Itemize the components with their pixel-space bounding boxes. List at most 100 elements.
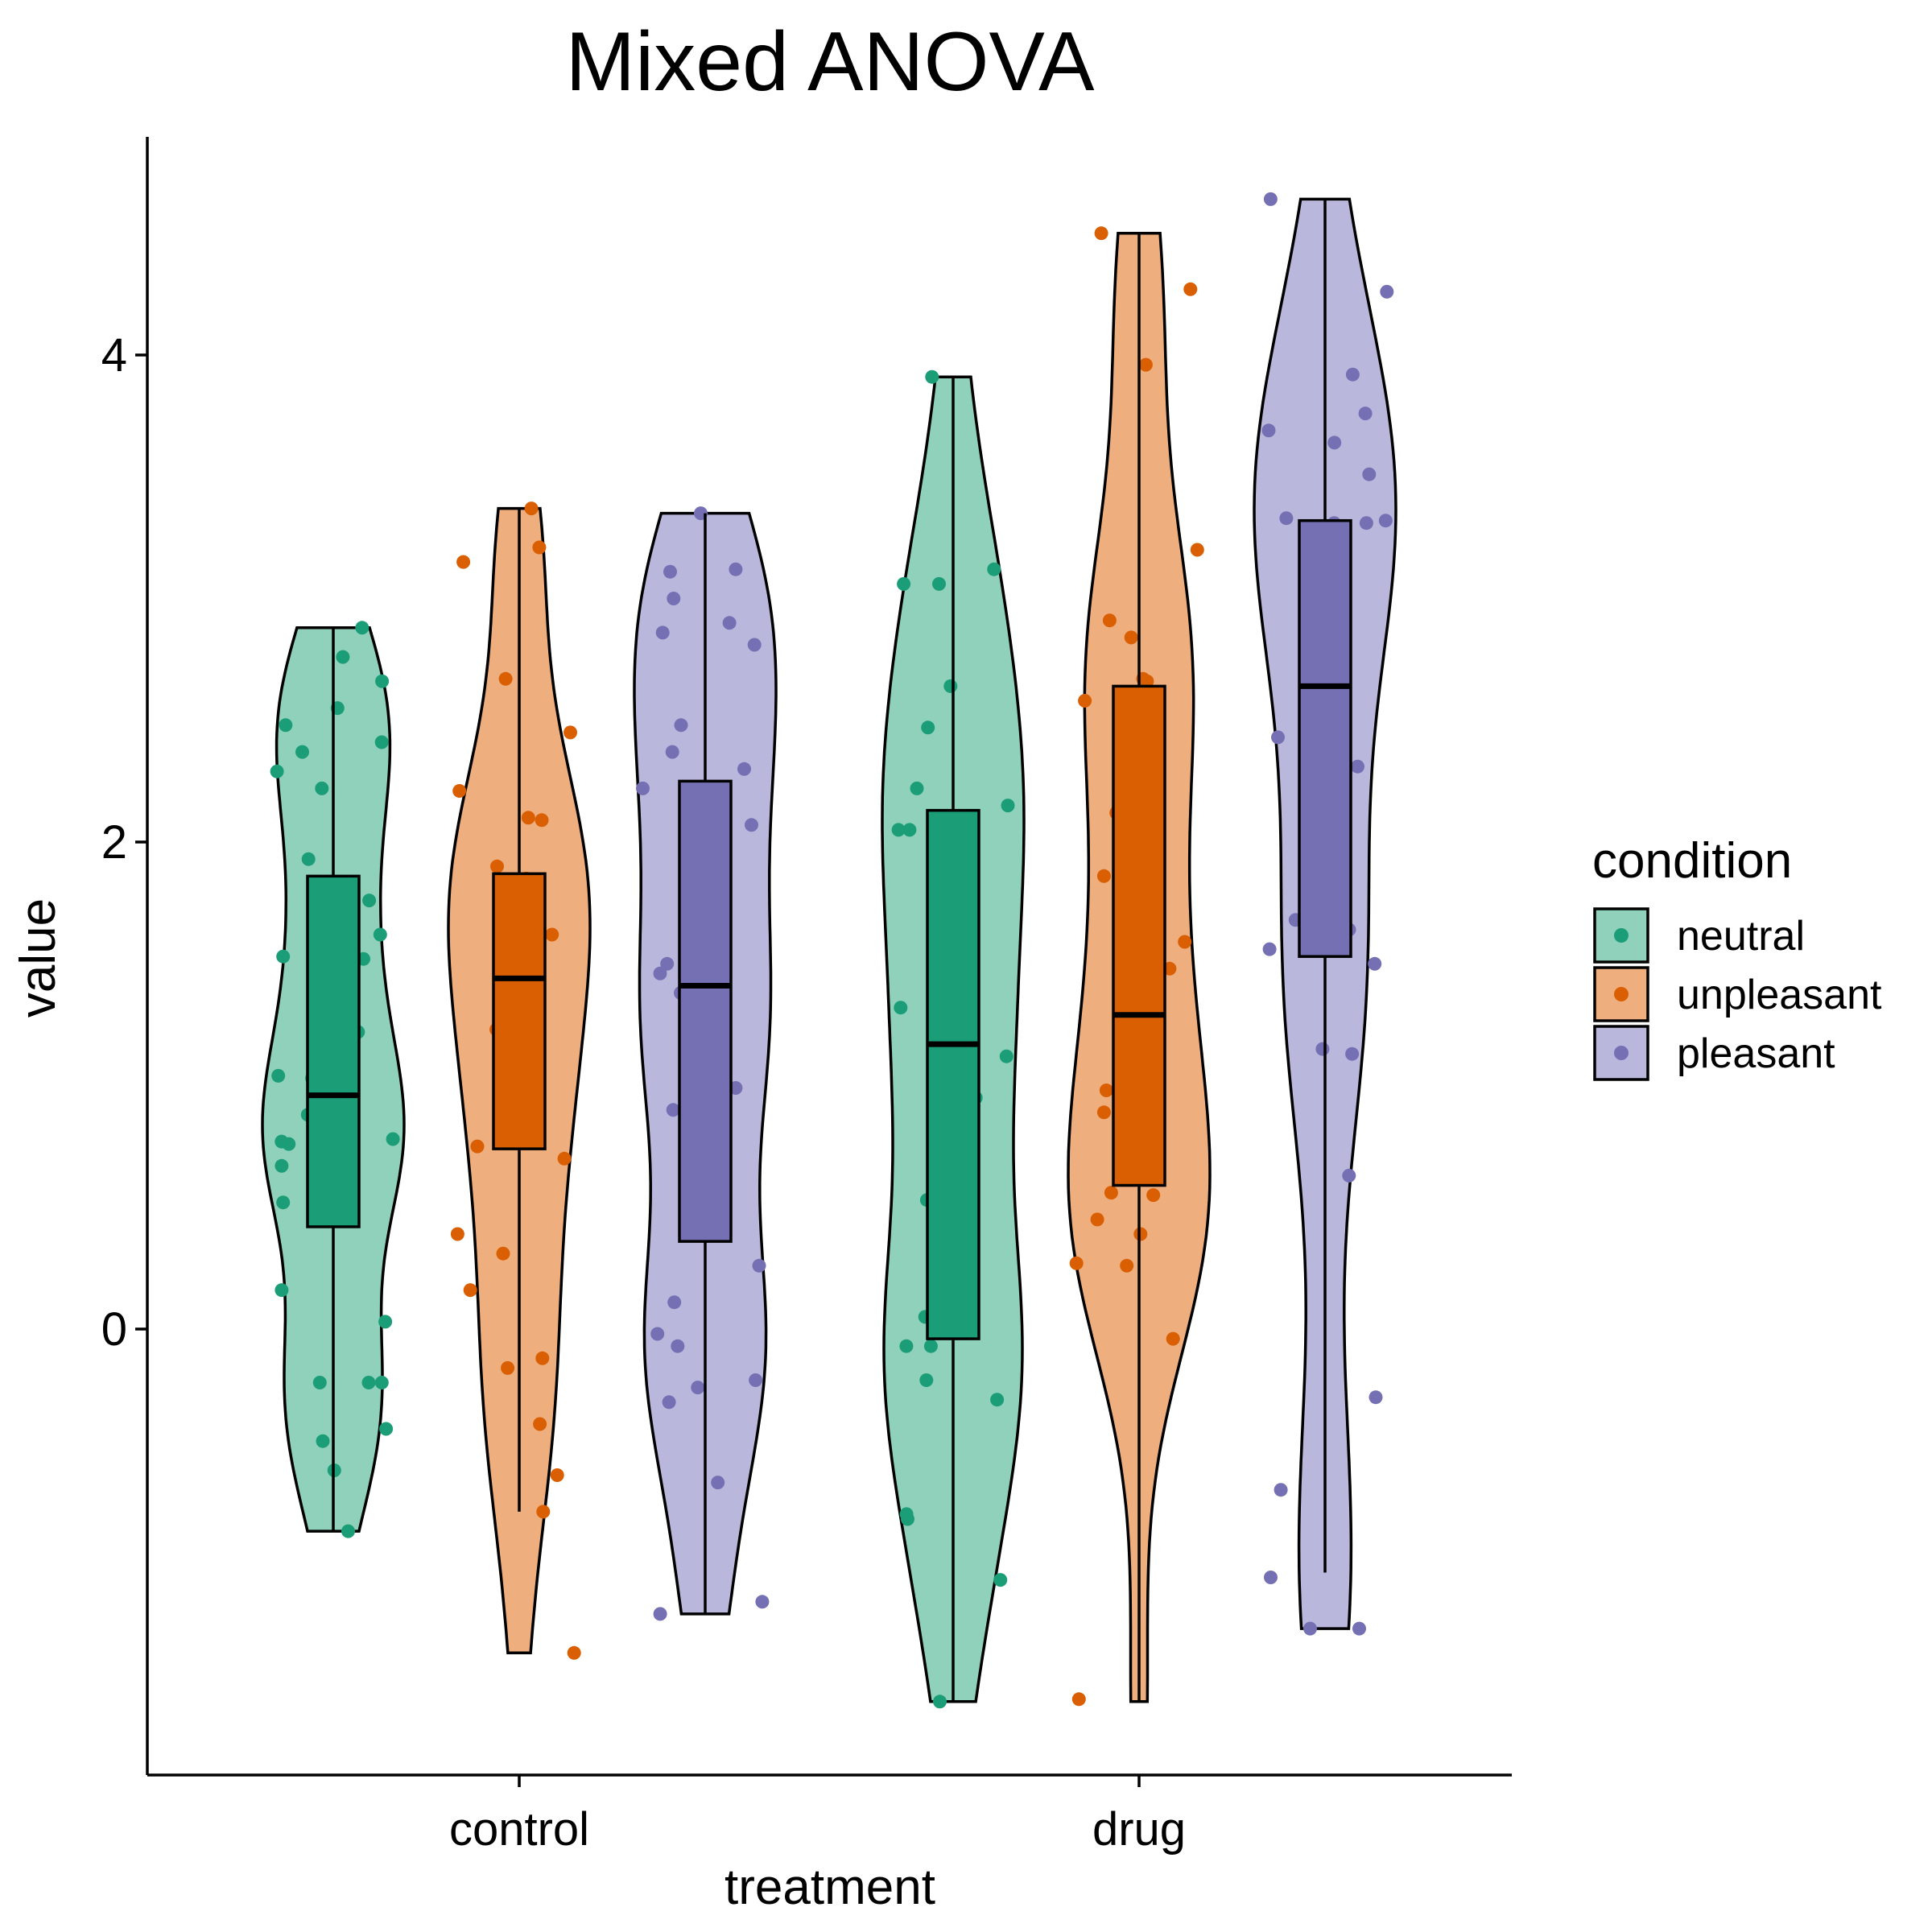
axes: 0 2 4 control drug <box>101 137 1512 1856</box>
violin-group-drug-unpleasant <box>1067 226 1212 1707</box>
legend-dot <box>1614 987 1629 1001</box>
data-point <box>902 823 917 837</box>
data-point <box>315 781 329 795</box>
data-point <box>925 369 939 384</box>
data-point <box>450 1227 464 1241</box>
violin-group-control-unpleasant <box>447 502 592 1660</box>
data-point <box>567 1645 581 1660</box>
data-point <box>379 1422 394 1436</box>
data-point <box>1263 192 1278 206</box>
data-point <box>1327 436 1342 450</box>
chart-title: Mixed ANOVA <box>566 15 1096 109</box>
data-point <box>1261 423 1276 438</box>
legend-key-neutral: neutral <box>1593 907 1805 964</box>
data-point <box>362 894 377 908</box>
data-point <box>355 621 369 635</box>
data-point <box>270 764 284 778</box>
data-point <box>452 784 467 798</box>
data-point <box>1351 759 1364 774</box>
data-point <box>1368 956 1382 971</box>
data-point <box>899 1507 914 1521</box>
y-axis-title: value <box>10 898 66 1018</box>
data-point <box>691 1381 705 1395</box>
data-point <box>1133 1227 1148 1241</box>
data-point <box>1380 284 1394 299</box>
data-point <box>650 1327 665 1341</box>
data-point <box>275 1283 289 1298</box>
data-point <box>1264 1571 1278 1584</box>
violin-group-drug-neutral <box>881 369 1026 1709</box>
violin-group-control-pleasant <box>633 506 778 1621</box>
data-point <box>1315 1042 1330 1056</box>
data-point <box>564 725 577 740</box>
data-point <box>361 1376 376 1389</box>
data-point <box>910 781 924 795</box>
data-point <box>490 859 504 873</box>
data-point <box>501 1360 515 1375</box>
data-point <box>545 927 559 942</box>
data-point <box>899 1339 914 1353</box>
data-point <box>276 1195 291 1210</box>
data-point <box>375 674 390 688</box>
data-point <box>1271 730 1285 745</box>
data-point <box>932 576 946 591</box>
data-point <box>894 1001 908 1015</box>
data-point <box>1279 511 1294 526</box>
data-point <box>993 1573 1008 1587</box>
legend: condition neutral unpleasant pleasant <box>1592 833 1882 1081</box>
data-point <box>1138 357 1153 372</box>
data-point <box>655 625 670 640</box>
data-point <box>1102 613 1117 628</box>
data-point <box>1359 516 1373 530</box>
data-point <box>671 1339 685 1353</box>
data-point <box>749 1373 763 1387</box>
data-point <box>1190 543 1204 557</box>
data-point <box>667 1295 682 1310</box>
data-point <box>557 1151 572 1166</box>
data-point <box>933 1695 947 1709</box>
legend-swatch <box>1593 966 1649 1022</box>
data-point <box>1146 1188 1161 1203</box>
data-point <box>1090 1212 1104 1227</box>
data-point <box>663 564 677 579</box>
data-point <box>533 1417 547 1431</box>
data-point <box>923 1339 938 1353</box>
data-point <box>301 852 316 866</box>
x-axis-title: treatment <box>724 1860 935 1915</box>
data-point <box>999 1049 1013 1063</box>
data-point <box>341 1524 355 1538</box>
data-point <box>1378 514 1393 528</box>
data-point <box>276 949 291 964</box>
data-point <box>1345 1046 1360 1061</box>
x-tick-label: drug <box>1092 1803 1186 1856</box>
data-point <box>729 562 743 576</box>
data-point <box>755 1595 770 1609</box>
legend-label: neutral <box>1677 913 1805 960</box>
data-point <box>456 555 471 569</box>
box-control-neutral <box>306 874 361 1228</box>
data-point <box>275 1158 289 1173</box>
data-point <box>1166 1331 1180 1346</box>
data-point <box>498 671 513 686</box>
data-point <box>1071 1692 1086 1707</box>
data-point <box>747 638 762 652</box>
data-point <box>374 1376 389 1389</box>
data-point <box>636 781 650 795</box>
data-point <box>1001 799 1015 813</box>
box-drug-unpleasant <box>1112 684 1166 1187</box>
data-point <box>752 1258 766 1273</box>
data-point <box>653 966 667 980</box>
box-control-unpleasant <box>492 872 547 1150</box>
data-point <box>660 956 675 971</box>
data-point <box>667 592 681 605</box>
data-point <box>1183 282 1198 296</box>
data-point <box>737 762 751 776</box>
data-point <box>312 1376 327 1389</box>
box-control-pleasant <box>678 779 733 1243</box>
data-point <box>373 927 387 942</box>
data-point <box>1140 674 1154 688</box>
data-point <box>1104 1186 1118 1200</box>
data-point <box>1362 467 1377 481</box>
data-point <box>662 1395 676 1410</box>
